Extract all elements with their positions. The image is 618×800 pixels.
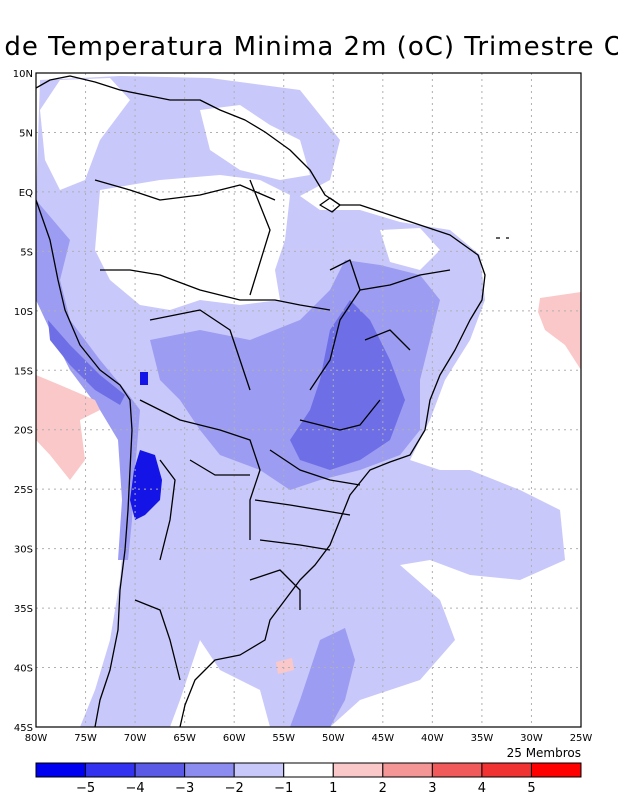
lon-tick-label: 45W xyxy=(372,733,395,744)
latitude-labels: 10N 5N EQ 5S 10S 15S 20S 25S 30S 35S 40S 45S xyxy=(13,69,33,734)
interior-borders xyxy=(94,179,451,681)
colorbar-label: 4 xyxy=(478,781,486,796)
lon-tick-label: 65W xyxy=(173,733,196,744)
lon-tick-label: 75W xyxy=(74,733,97,744)
colorbar-label: −2 xyxy=(225,781,244,796)
lat-tick-label: 25S xyxy=(14,485,33,496)
colorbar-label: 3 xyxy=(428,781,436,796)
lat-tick-label: 10S xyxy=(14,307,33,318)
colorbar-label: −5 xyxy=(76,781,95,796)
lon-tick-label: 70W xyxy=(124,733,147,744)
lat-tick-label: 35S xyxy=(14,604,33,615)
colorbar-label: 1 xyxy=(329,781,337,796)
members-label: 25 Membros xyxy=(507,746,581,760)
lat-tick-label: 45S xyxy=(14,723,33,734)
colorbar-swatch xyxy=(382,762,433,778)
lon-tick-label: 30W xyxy=(520,733,543,744)
lat-lon-grid xyxy=(36,73,581,727)
lat-tick-label: 20S xyxy=(14,426,33,437)
lat-tick-label: EQ xyxy=(19,188,33,199)
longitude-labels: 80W 75W 70W 65W 60W 55W 50W 45W 40W 35W 30W 25W xyxy=(25,733,593,744)
lon-tick-label: 55W xyxy=(272,733,295,744)
shade-neutral-guianas xyxy=(200,105,310,180)
anomaly-layer xyxy=(36,76,581,727)
colorbar-swatch xyxy=(85,762,136,778)
colorbar-label: −1 xyxy=(274,781,293,796)
colorbar-label: 5 xyxy=(527,781,535,796)
south-america-coastline xyxy=(36,75,486,727)
lat-tick-label: 30S xyxy=(14,545,33,556)
shade-minus3-southeast xyxy=(290,300,405,470)
shade-plus1-south xyxy=(276,658,294,674)
colorbar: −5 −4 −3 −2 −1 1 2 3 4 5 xyxy=(35,762,582,796)
shade-neutral-amazon xyxy=(95,175,290,310)
lon-tick-label: 25W xyxy=(570,733,593,744)
lat-tick-label: 40S xyxy=(14,664,33,675)
colorbar-label: −3 xyxy=(175,781,194,796)
lat-tick-label: 5S xyxy=(20,247,33,258)
colorbar-swatch xyxy=(233,762,285,778)
shade-neutral-east xyxy=(380,228,440,270)
lon-tick-label: 50W xyxy=(322,733,345,744)
map-frame xyxy=(35,72,582,728)
lat-tick-label: 5N xyxy=(19,128,33,139)
colorbar-swatch xyxy=(481,762,532,778)
shade-plus1-west-pacific xyxy=(36,375,100,480)
shade-plus1-east-atlantic xyxy=(538,292,581,370)
pacific-coastline xyxy=(36,199,133,727)
shade-minus2-south-atlantic xyxy=(290,628,355,727)
colorbar-swatch xyxy=(184,762,235,778)
colorbar-swatch xyxy=(134,762,186,778)
shade-minus5-spot xyxy=(140,372,148,385)
shade-minus5-andes xyxy=(130,450,162,520)
colorbar-swatch xyxy=(332,762,384,778)
shade-minus3-andes xyxy=(48,320,125,405)
shade-neutral-andes-north xyxy=(40,78,130,190)
colorbar-label: −4 xyxy=(126,781,145,796)
coastline xyxy=(36,75,509,727)
colorbar-swatch xyxy=(431,762,483,778)
colorbar-swatch xyxy=(530,762,582,778)
colorbar-swatch xyxy=(283,762,334,778)
lon-tick-label: 35W xyxy=(471,733,494,744)
lat-tick-label: 10N xyxy=(13,69,33,80)
colorbar-label: 2 xyxy=(379,781,387,796)
lon-tick-label: 60W xyxy=(223,733,246,744)
lat-tick-label: 15S xyxy=(14,366,33,377)
colorbar-swatch xyxy=(35,762,87,778)
lon-tick-label: 40W xyxy=(421,733,444,744)
map-title: ia de Temperatura Minima 2m (oC) Trimest… xyxy=(0,32,618,62)
island-marks xyxy=(319,197,509,239)
lon-tick-label: 80W xyxy=(25,733,48,744)
